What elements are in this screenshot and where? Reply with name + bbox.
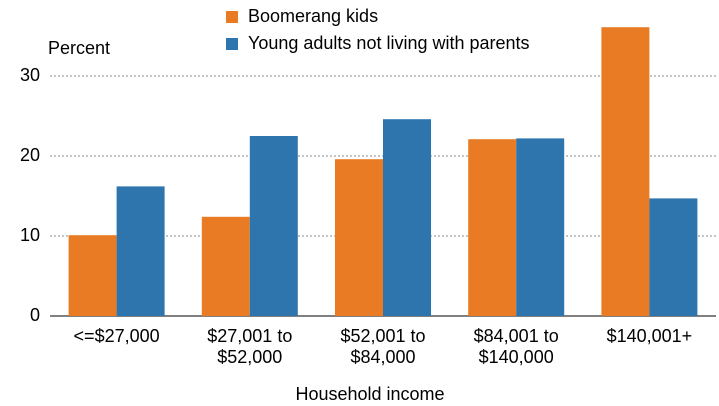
bar <box>116 186 165 316</box>
bar <box>383 119 431 316</box>
x-tick-label: $52,001 to $84,000 <box>340 326 426 367</box>
x-tick-label: <=$27,000 <box>73 326 160 346</box>
legend-swatch <box>226 11 238 23</box>
x-tick-label: $84,001 to $140,000 <box>473 326 559 367</box>
bar <box>249 136 298 316</box>
bar <box>649 198 698 316</box>
legend-label: Young adults not living with parents <box>248 33 530 53</box>
x-axis-label: Household income <box>295 384 444 404</box>
bar <box>516 138 565 316</box>
bar <box>68 235 117 316</box>
bar <box>468 139 517 316</box>
y-tick-label: 20 <box>20 145 40 165</box>
bar <box>601 27 650 316</box>
y-axis-label: Percent <box>48 38 110 58</box>
x-tick-label: $27,001 to $52,000 <box>207 326 293 367</box>
bar <box>335 159 383 316</box>
legend-swatch <box>226 38 238 50</box>
bar <box>201 216 250 316</box>
y-tick-label: 30 <box>20 65 40 85</box>
y-tick-label: 0 <box>30 305 40 325</box>
y-tick-label: 10 <box>20 225 40 245</box>
legend-label: Boomerang kids <box>248 6 378 26</box>
x-tick-label: $140,001+ <box>606 326 693 346</box>
